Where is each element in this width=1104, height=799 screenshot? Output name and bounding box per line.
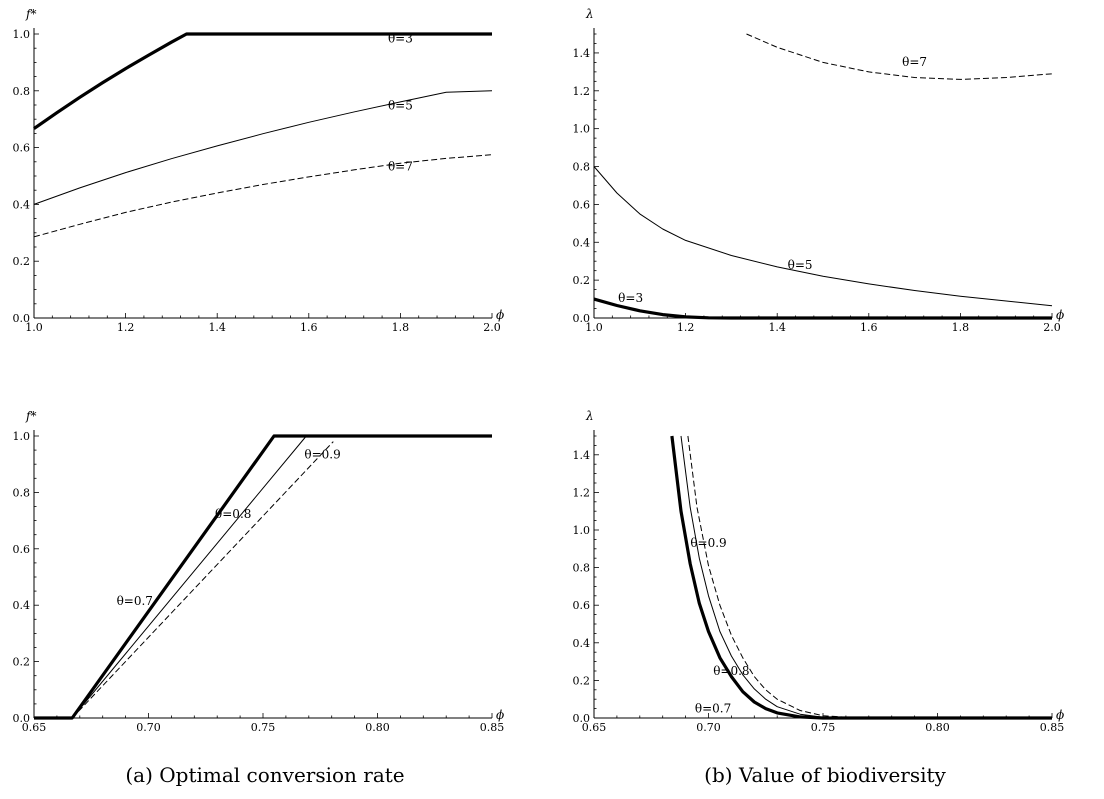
chart-panel-bottom-left: 0.65 0.70 0.75 0.80 0.85 0.0 0.2 0.4 0.6 0.8 1.0 f*… [13,409,505,734]
y-tick-label: 0.8 [573,562,591,575]
series-line [33,154,493,238]
series-line [670,435,1052,720]
y-tick-label: 1.4 [573,449,591,462]
x-tick-label: 0.85 [1040,721,1065,734]
x-tick-label: 0.80 [365,721,390,734]
x-tick-label: 2.0 [1043,321,1061,334]
y-tick-label: 0.4 [13,599,31,612]
x-tick-label: 1.2 [117,321,135,334]
x-tick-label: 0.70 [696,721,721,734]
series-annotation: θ=7 [902,55,927,69]
series-annotation: θ=0.9 [304,448,340,462]
x-tick-label: 1.8 [392,321,410,334]
y-tick-label: 1.0 [573,123,591,136]
series-line [34,434,492,720]
x-tick-label: 0.65 [22,721,47,734]
y-tick-label: 0.0 [13,312,31,325]
series-annotation: θ=7 [388,159,413,173]
y-tick-label: 1.0 [13,430,31,443]
y-tick-label: 0.6 [13,142,31,155]
series-line [71,441,334,719]
x-tick-label: 0.75 [811,721,836,734]
y-tick-label: 1.4 [573,47,591,60]
series-annotation: θ=0.8 [713,664,749,678]
y-tick-label: 0.4 [573,637,591,650]
y-tick-label: 1.0 [573,524,591,537]
y-tick-label: 0.0 [13,712,31,725]
x-axis-label: ϕ [1056,308,1064,322]
series-annotation: θ=5 [788,258,813,272]
y-tick-label: 0.2 [13,656,31,669]
x-tick-label: 0.65 [582,721,607,734]
series-annotation: θ=0.8 [215,507,251,521]
y-axis-label: λ [585,7,594,21]
x-tick-label: 1.0 [25,321,43,334]
series-line [593,297,1052,320]
series-annotation: θ=3 [618,291,643,305]
x-tick-label: 2.0 [483,321,501,334]
y-tick-label: 0.6 [13,543,31,556]
x-tick-label: 1.8 [952,321,970,334]
chart-panel-top-left: 1.0 1.2 1.4 1.6 1.8 2.0 0.0 0.2 0.4 0.6 0.8 1.0 f* ϕ θ… [13,7,505,334]
x-tick-label: 0.70 [136,721,161,734]
y-axis-label: λ [585,409,594,423]
chart-panel-top-right: 1.0 1.2 1.4 1.6 1.8 2.0 0.0 0.2 0.4 0.6 0.8 1.0 1.2 1… [573,7,1065,334]
y-tick-label: 0.6 [573,198,591,211]
y-tick-label: 0.4 [13,198,31,211]
x-tick-label: 1.0 [585,321,603,334]
series-line [593,166,1053,307]
y-tick-label: 0.2 [13,255,31,268]
x-tick-label: 0.85 [480,721,505,734]
y-tick-label: 1.2 [573,85,591,98]
series-annotation: θ=0.7 [695,701,731,715]
x-tick-label: 1.4 [768,321,786,334]
y-tick-label: 0.4 [573,236,591,249]
x-axis-label: ϕ [496,308,504,322]
caption-a: (a) Optimal conversion rate [125,763,404,787]
x-tick-label: 1.2 [677,321,695,334]
series-line [33,90,493,205]
y-axis-label: f* [25,409,36,423]
caption-b: (b) Value of biodiversity [704,763,946,787]
x-tick-label: 1.6 [860,321,878,334]
chart-panel-bottom-right: 0.65 0.70 0.75 0.80 0.85 0.0 0.2 0.4 0.6 0.8 1.0 1.… [573,409,1065,734]
x-tick-label: 0.75 [251,721,276,734]
x-tick-label: 1.4 [208,321,226,334]
x-tick-label: 1.6 [300,321,318,334]
y-tick-label: 0.6 [573,599,591,612]
y-tick-label: 0.8 [13,85,31,98]
y-tick-label: 0.2 [573,674,591,687]
series-annotation: θ=3 [388,32,413,46]
series-line [680,435,1052,719]
series-line [687,435,1052,719]
series-line [71,435,492,719]
y-axis-label: f* [25,7,36,21]
series-line [33,32,492,130]
y-tick-label: 0.0 [573,712,591,725]
y-tick-label: 0.8 [573,161,591,174]
x-axis-label: ϕ [1056,708,1064,722]
y-tick-label: 0.2 [573,274,591,287]
series-annotation: θ=5 [388,98,413,112]
y-tick-label: 1.2 [573,486,591,499]
series-annotation: θ=0.7 [117,594,153,608]
series-annotation: θ=0.9 [690,536,726,550]
y-tick-label: 0.0 [573,312,591,325]
x-axis-label: ϕ [496,708,504,722]
x-tick-label: 0.80 [925,721,950,734]
series-line [746,33,1053,80]
y-tick-label: 1.0 [13,28,31,41]
y-tick-label: 0.8 [13,486,31,499]
